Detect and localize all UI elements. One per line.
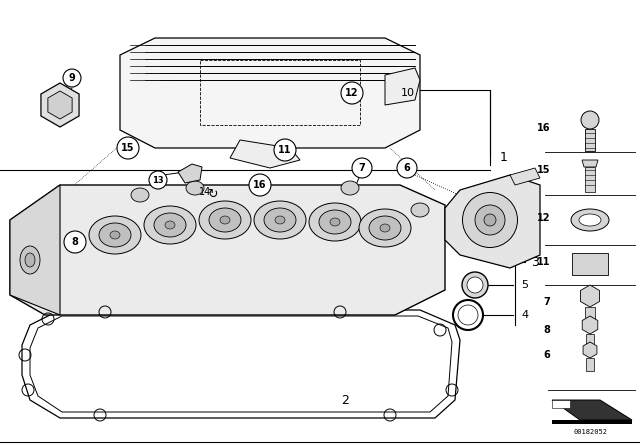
Text: 1: 1 [500,151,508,164]
Circle shape [341,82,363,104]
Circle shape [64,231,86,253]
Ellipse shape [154,213,186,237]
Bar [586,358,594,371]
Circle shape [63,69,81,87]
Polygon shape [582,316,598,334]
Ellipse shape [475,205,505,235]
Ellipse shape [380,224,390,232]
Polygon shape [385,68,420,105]
Ellipse shape [309,203,361,241]
Text: 6: 6 [543,350,550,360]
Text: 11: 11 [536,257,550,267]
Polygon shape [510,168,540,185]
Text: ↻: ↻ [207,188,217,201]
Text: 16: 16 [536,123,550,133]
Circle shape [397,158,417,178]
Polygon shape [580,285,600,307]
Circle shape [467,277,483,293]
Polygon shape [582,160,598,167]
Polygon shape [48,91,72,119]
Ellipse shape [20,246,40,274]
Ellipse shape [209,208,241,232]
Ellipse shape [571,209,609,231]
Text: 10: 10 [401,88,415,98]
Ellipse shape [579,214,601,226]
Ellipse shape [89,216,141,254]
Polygon shape [230,140,300,168]
Circle shape [581,111,599,129]
Text: 16: 16 [253,180,267,190]
Ellipse shape [199,201,251,239]
Ellipse shape [411,203,429,217]
Ellipse shape [220,216,230,224]
Ellipse shape [484,214,496,226]
Circle shape [352,158,372,178]
Ellipse shape [165,221,175,229]
Ellipse shape [341,181,359,195]
Bar [586,334,594,348]
Text: 7: 7 [358,163,365,173]
Circle shape [462,272,488,298]
Ellipse shape [463,193,518,247]
Bar [552,420,632,424]
Text: 6: 6 [404,163,410,173]
Text: 12: 12 [345,88,359,98]
Bar [585,167,595,192]
Bar [585,307,595,325]
Ellipse shape [319,210,351,234]
Circle shape [117,137,139,159]
Polygon shape [583,342,597,358]
Text: 15: 15 [121,143,135,153]
Ellipse shape [131,188,149,202]
Text: 13: 13 [152,176,164,185]
Polygon shape [10,185,445,315]
Ellipse shape [264,208,296,232]
Ellipse shape [369,216,401,240]
Circle shape [249,174,271,196]
Ellipse shape [330,218,340,226]
Text: 00182052: 00182052 [574,429,608,435]
Ellipse shape [144,206,196,244]
Bar [585,129,595,151]
Text: 4: 4 [522,310,529,320]
Bar [572,253,608,275]
Polygon shape [178,164,202,183]
Text: 8: 8 [543,325,550,335]
Circle shape [149,171,167,189]
Ellipse shape [110,231,120,239]
Polygon shape [10,185,60,315]
Text: 11: 11 [278,145,292,155]
Text: 15: 15 [536,165,550,175]
Polygon shape [41,83,79,127]
Polygon shape [445,175,540,268]
Text: 2: 2 [341,393,349,406]
Ellipse shape [275,216,285,224]
Polygon shape [552,400,632,420]
Ellipse shape [359,209,411,247]
Ellipse shape [254,201,306,239]
Ellipse shape [25,253,35,267]
Text: 7: 7 [543,297,550,307]
Text: 12: 12 [536,213,550,223]
Ellipse shape [186,181,204,195]
Bar [552,400,570,408]
Text: 3: 3 [531,255,539,268]
Circle shape [274,139,296,161]
Text: 14: 14 [199,187,211,197]
Text: 9: 9 [68,73,76,83]
Polygon shape [120,38,420,148]
Ellipse shape [99,223,131,247]
Text: 8: 8 [72,237,79,247]
Text: 5: 5 [522,280,529,290]
